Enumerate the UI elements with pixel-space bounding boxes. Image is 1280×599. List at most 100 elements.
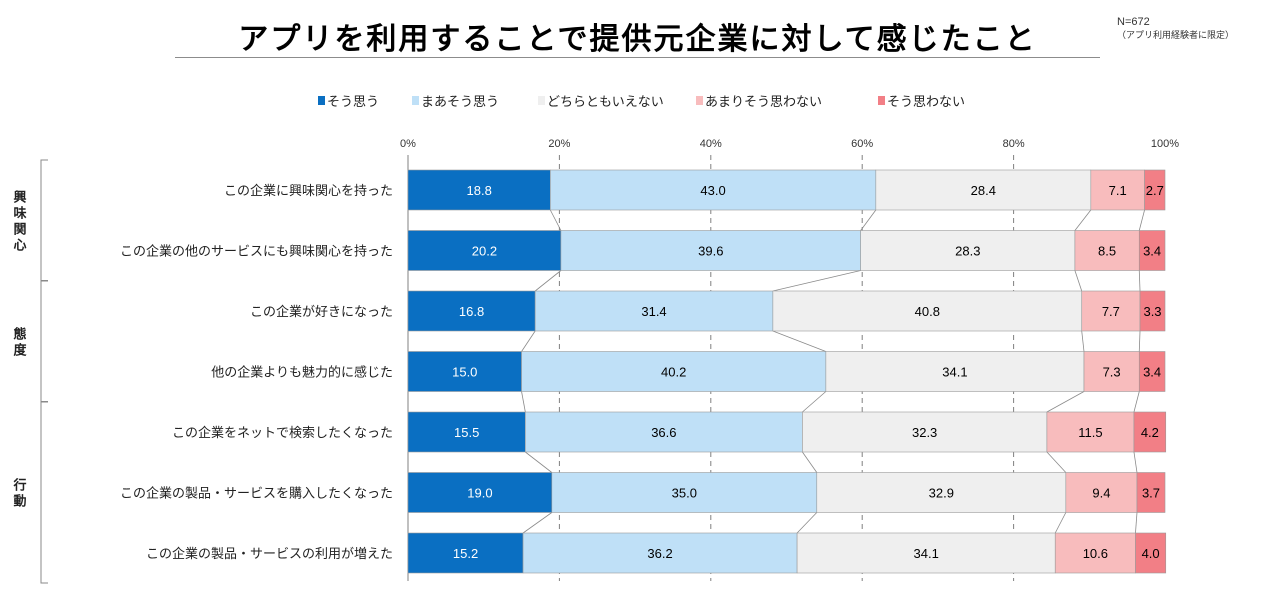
data-label: 36.2 bbox=[647, 546, 672, 561]
series-connector-line bbox=[1135, 512, 1138, 534]
series-connector-line bbox=[1133, 451, 1138, 473]
bar-segment bbox=[1054, 532, 1136, 574]
title-underline bbox=[175, 57, 1100, 58]
category-label: この企業が好きになった bbox=[250, 304, 393, 320]
data-label: 39.6 bbox=[698, 244, 723, 259]
bar-segment bbox=[525, 411, 803, 453]
group-label-char: 味 bbox=[13, 205, 26, 221]
group-label-char: 興 bbox=[13, 189, 26, 205]
bar-segment bbox=[521, 351, 827, 392]
data-label: 18.8 bbox=[467, 183, 492, 198]
bar-segment bbox=[772, 290, 1083, 332]
series-connector-line bbox=[1133, 391, 1140, 413]
x-tick-label: 100% bbox=[1151, 138, 1179, 150]
bar-segment bbox=[1081, 290, 1141, 332]
data-label: 40.8 bbox=[915, 304, 940, 319]
legend-swatch bbox=[878, 96, 885, 105]
legend-label: そう思う bbox=[327, 95, 379, 110]
data-label: 8.5 bbox=[1098, 244, 1116, 259]
data-label: 34.1 bbox=[914, 546, 939, 561]
group-bracket bbox=[40, 159, 48, 281]
series-connector-line bbox=[521, 391, 526, 413]
chart-title: アプリを利用することで提供元企業に対して感じたこと bbox=[238, 22, 1037, 57]
bar-segment bbox=[825, 351, 1085, 392]
data-label: 7.1 bbox=[1109, 183, 1127, 198]
series-connector-line bbox=[1046, 451, 1067, 473]
data-label: 36.6 bbox=[651, 425, 676, 440]
bar-segment bbox=[802, 411, 1048, 453]
category-label: この企業に興味関心を持った bbox=[224, 183, 393, 199]
data-label: 2.7 bbox=[1146, 183, 1164, 198]
series-connector-line bbox=[521, 330, 536, 352]
bar-segment bbox=[1138, 351, 1166, 392]
legend-swatch bbox=[412, 96, 419, 105]
series-connector-line bbox=[772, 330, 827, 352]
legend-swatch bbox=[318, 96, 325, 105]
data-label: 20.2 bbox=[472, 244, 497, 259]
series-connector-line bbox=[1138, 330, 1141, 352]
series-connector-line bbox=[549, 209, 562, 231]
x-tick-label: 80% bbox=[1003, 138, 1025, 150]
x-tick-label: 0% bbox=[400, 138, 416, 150]
x-tick-label: 20% bbox=[548, 138, 570, 150]
series-connector-line bbox=[1138, 209, 1145, 231]
series-connector-line bbox=[1046, 391, 1085, 413]
x-tick-label: 60% bbox=[851, 138, 873, 150]
data-label: 3.3 bbox=[1143, 304, 1161, 319]
bar-segment bbox=[1139, 290, 1166, 332]
series-connector-line bbox=[1081, 330, 1085, 352]
data-label: 3.4 bbox=[1143, 244, 1161, 259]
series-connector-line bbox=[522, 512, 553, 534]
bar-segment bbox=[407, 411, 526, 453]
legend-label: そう思わない bbox=[887, 95, 965, 110]
series-connector-line bbox=[1138, 270, 1141, 292]
legend-label: あまりそう思わない bbox=[705, 95, 822, 110]
group-label-char: 行 bbox=[12, 478, 26, 494]
group-label-char: 心 bbox=[13, 238, 26, 253]
legend-label: まあそう思う bbox=[421, 95, 499, 110]
legend-swatch bbox=[696, 96, 703, 105]
series-connector-line bbox=[796, 512, 818, 534]
data-label: 40.2 bbox=[661, 365, 686, 380]
legend-swatch bbox=[538, 96, 545, 105]
series-connector-line bbox=[1074, 270, 1083, 292]
bar-segment bbox=[860, 230, 1076, 271]
series-connector-line bbox=[860, 209, 877, 231]
bar-segment bbox=[407, 169, 551, 211]
bar-segment bbox=[560, 230, 861, 271]
group-label-char: 動 bbox=[13, 494, 26, 510]
data-label: 28.3 bbox=[955, 244, 980, 259]
bar-segment bbox=[407, 230, 562, 271]
data-label: 31.4 bbox=[641, 304, 666, 319]
data-label: 16.8 bbox=[459, 304, 484, 319]
series-connector-line bbox=[772, 270, 861, 292]
data-label: 7.3 bbox=[1103, 365, 1121, 380]
bar-segment bbox=[407, 351, 522, 392]
bar-segment bbox=[1135, 532, 1167, 574]
bar-segment bbox=[1090, 169, 1145, 211]
bar-segment bbox=[1133, 411, 1167, 453]
data-label: 3.7 bbox=[1142, 486, 1160, 501]
group-label-char: 態 bbox=[13, 326, 26, 342]
sample-note: （アプリ利用経験者に限定） bbox=[1117, 30, 1235, 40]
data-label: 4.0 bbox=[1142, 546, 1160, 561]
data-label: 10.6 bbox=[1083, 546, 1108, 561]
series-connector-line bbox=[525, 451, 553, 473]
data-label: 35.0 bbox=[672, 486, 697, 501]
category-label: この企業の製品・サービスを購入したくなった bbox=[120, 486, 393, 502]
sample-size: N=672 bbox=[1117, 16, 1150, 28]
data-label: 15.0 bbox=[452, 365, 477, 380]
data-label: 11.5 bbox=[1078, 425, 1102, 440]
bar-segment bbox=[796, 532, 1056, 574]
group-bracket bbox=[40, 401, 48, 584]
group-label-char: 度 bbox=[13, 342, 27, 358]
x-tick-label: 40% bbox=[700, 138, 722, 150]
data-label: 15.5 bbox=[454, 425, 479, 440]
bar-segment bbox=[407, 290, 536, 332]
bar-segment bbox=[1046, 411, 1135, 453]
group-label-char: 関 bbox=[13, 222, 26, 237]
bar-segment bbox=[1074, 230, 1140, 271]
category-label: この企業をネットで検索したくなった bbox=[172, 425, 393, 441]
data-label: 32.3 bbox=[912, 425, 937, 440]
